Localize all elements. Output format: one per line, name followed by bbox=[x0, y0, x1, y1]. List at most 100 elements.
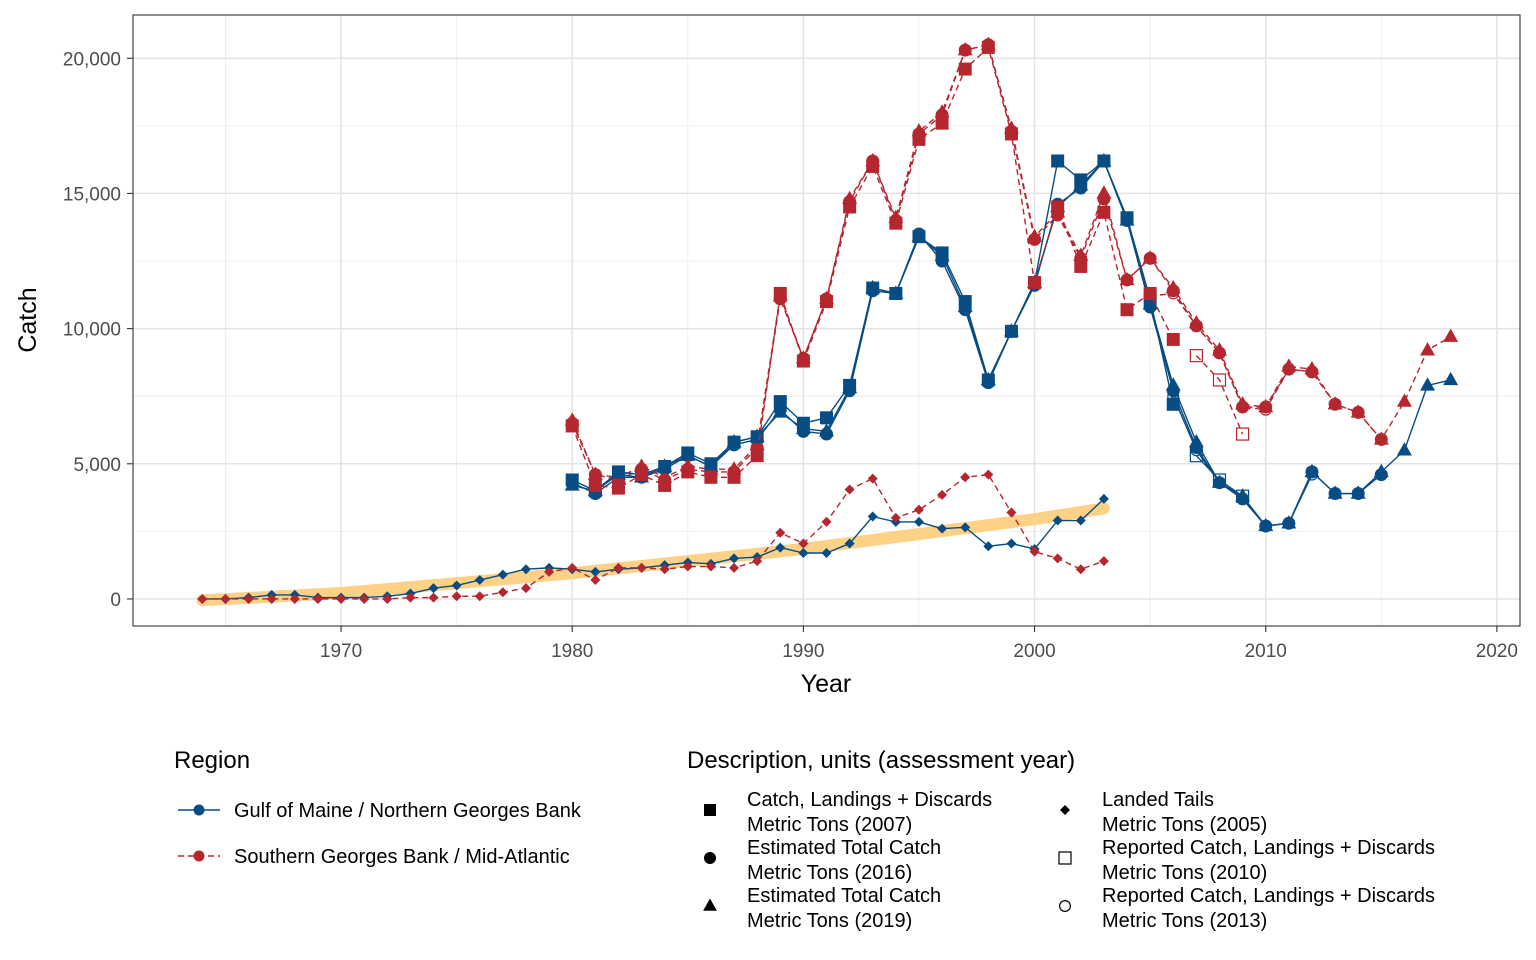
data-point bbox=[1004, 324, 1018, 338]
y-axis-title: Catch bbox=[14, 287, 42, 352]
data-point bbox=[336, 593, 347, 604]
x-tick-label: 2010 bbox=[1245, 641, 1287, 662]
y-tick-label: 10,000 bbox=[63, 320, 121, 341]
data-point bbox=[798, 538, 809, 549]
data-point bbox=[1006, 507, 1017, 518]
data-point bbox=[590, 566, 601, 577]
legend-description-line2: Metric Tons (2007) bbox=[747, 814, 912, 836]
data-point bbox=[890, 512, 901, 523]
data-point bbox=[1096, 185, 1112, 199]
data-point bbox=[1235, 427, 1250, 441]
data-point bbox=[1166, 332, 1180, 346]
legend-shape bbox=[1060, 805, 1070, 815]
data-point bbox=[1350, 404, 1366, 418]
data-point bbox=[749, 436, 765, 451]
data-point bbox=[773, 286, 787, 300]
data-point bbox=[359, 593, 370, 604]
legend-region-sgb: Southern Georges Bank / Mid-Atlantic bbox=[178, 846, 570, 868]
data-point bbox=[1188, 434, 1204, 448]
data-point bbox=[750, 449, 764, 463]
data-point bbox=[1258, 398, 1274, 413]
data-point bbox=[727, 435, 741, 449]
legend-description-open-circle: Reported Catch, Landings + Discards Metri… bbox=[1058, 885, 1435, 932]
data-point bbox=[451, 580, 462, 591]
data-point bbox=[1443, 371, 1459, 386]
data-point bbox=[520, 564, 531, 575]
data-point bbox=[912, 132, 926, 146]
data-point bbox=[1420, 377, 1436, 391]
series-sgb-square bbox=[565, 40, 1180, 495]
axes: 1970 1980 1990 2000 2010 2020 0 5,000 10,000 15,0… bbox=[63, 49, 1518, 662]
y-tick-label: 5,000 bbox=[73, 455, 121, 476]
data-point bbox=[658, 459, 672, 473]
data-point bbox=[266, 593, 277, 604]
x-tick-label: 2020 bbox=[1476, 641, 1518, 662]
data-point bbox=[704, 470, 718, 484]
legend-shape bbox=[704, 804, 716, 816]
data-point bbox=[474, 575, 485, 586]
legend-shape bbox=[1058, 899, 1071, 912]
data-point bbox=[497, 569, 508, 580]
data-point bbox=[843, 200, 857, 214]
data-point bbox=[1027, 228, 1043, 242]
data-point bbox=[1212, 474, 1227, 488]
x-tick-label: 1990 bbox=[782, 641, 824, 662]
y-tick-label: 15,000 bbox=[63, 184, 121, 205]
data-point bbox=[1004, 127, 1018, 141]
data-point bbox=[1074, 259, 1088, 273]
series-line bbox=[202, 498, 1105, 600]
data-point bbox=[983, 541, 994, 552]
data-point bbox=[312, 593, 323, 604]
data-point bbox=[636, 562, 647, 573]
data-point bbox=[935, 246, 949, 260]
data-point bbox=[912, 230, 926, 244]
series-line bbox=[1195, 355, 1244, 435]
data-point bbox=[611, 481, 625, 495]
data-point bbox=[565, 419, 579, 433]
data-point bbox=[937, 523, 948, 534]
data-point bbox=[658, 478, 672, 492]
data-point bbox=[866, 159, 880, 173]
data-point bbox=[1373, 463, 1389, 478]
data-point bbox=[1028, 276, 1042, 290]
data-point bbox=[1052, 515, 1063, 526]
data-point bbox=[750, 430, 764, 444]
data-point bbox=[613, 562, 624, 573]
data-point bbox=[913, 504, 924, 515]
data-point bbox=[958, 295, 972, 309]
data-point bbox=[867, 511, 878, 522]
data-point bbox=[752, 556, 763, 567]
data-point bbox=[819, 423, 834, 437]
data-point bbox=[1006, 538, 1017, 549]
data-point bbox=[935, 116, 949, 130]
legend-description-circle: Estimated Total Catch Metric Tons (2016) bbox=[704, 837, 941, 884]
data-point bbox=[1143, 286, 1157, 300]
data-point bbox=[1073, 247, 1089, 261]
data-point bbox=[681, 465, 695, 479]
data-point bbox=[866, 281, 880, 295]
data-point bbox=[474, 591, 485, 602]
data-point bbox=[727, 470, 741, 484]
data-point bbox=[635, 468, 649, 482]
data-point bbox=[821, 548, 832, 559]
data-point bbox=[428, 592, 439, 603]
data-point bbox=[820, 411, 833, 425]
legend-marker bbox=[193, 804, 205, 816]
x-axis-title: Year bbox=[801, 670, 852, 698]
legend-description-line2: Metric Tons (2005) bbox=[1102, 814, 1267, 836]
data-point bbox=[451, 591, 462, 602]
data-point bbox=[773, 395, 787, 409]
data-point bbox=[1258, 517, 1274, 532]
x-tick-label: 1980 bbox=[551, 641, 593, 662]
data-point bbox=[565, 473, 579, 487]
legend-description-line1: Estimated Total Catch bbox=[747, 837, 941, 859]
data-point bbox=[958, 62, 972, 76]
data-point bbox=[1165, 279, 1181, 294]
data-point bbox=[611, 465, 625, 479]
data-point bbox=[220, 593, 231, 604]
legend-shape bbox=[703, 898, 717, 911]
data-point bbox=[497, 587, 508, 598]
data-point bbox=[937, 489, 948, 500]
